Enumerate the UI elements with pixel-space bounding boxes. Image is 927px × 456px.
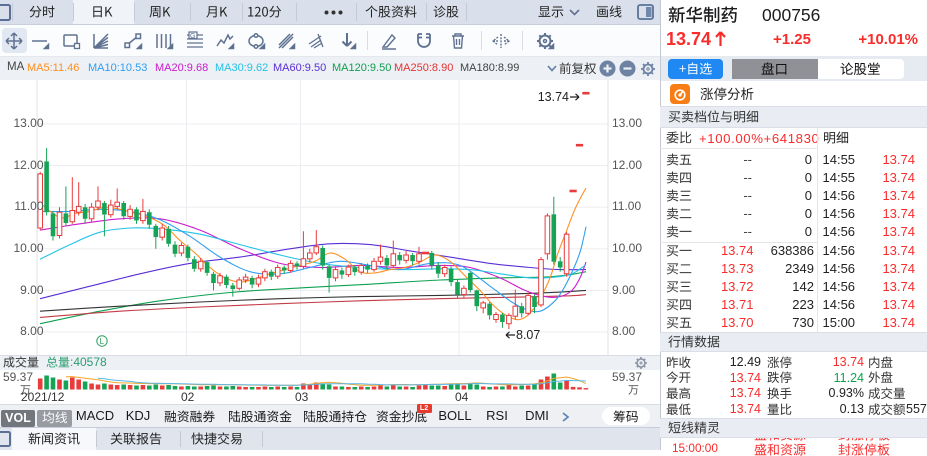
- svg-text:G: G: [190, 33, 195, 40]
- svg-text:L: L: [99, 337, 104, 346]
